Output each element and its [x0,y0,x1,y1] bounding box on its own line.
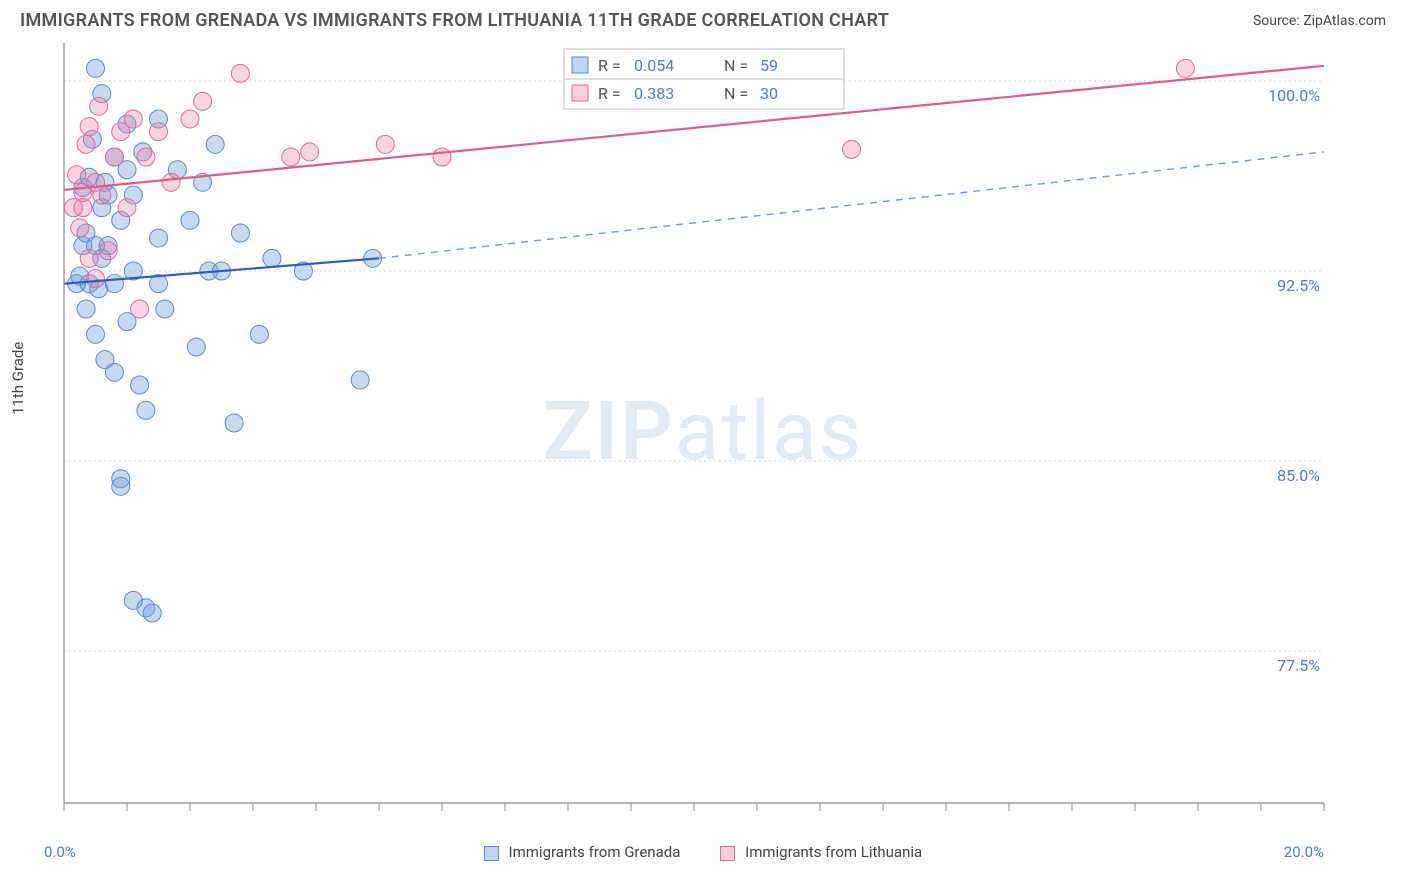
svg-text:77.5%: 77.5% [1277,656,1320,675]
legend-bottom: 0.0% Immigrants from Grenada Immigrants … [0,843,1406,861]
svg-text:0.054: 0.054 [634,56,674,75]
source-label: Source: [1253,13,1300,29]
svg-text:N =: N = [724,56,748,75]
svg-text:0.383: 0.383 [634,84,674,103]
svg-text:59: 59 [760,56,778,75]
legend-swatch-grenada [484,846,499,861]
svg-text:85.0%: 85.0% [1277,466,1320,485]
svg-text:R =: R = [598,56,621,75]
chart-area: 11th Grade ZIPatlas 77.5%85.0%92.5%100.0… [20,37,1386,837]
legend-item-lithuania: Immigrants from Lithuania [720,843,922,861]
legend-item-grenada: Immigrants from Grenada [484,843,681,861]
legend-label-lithuania: Immigrants from Lithuania [745,843,922,861]
svg-text:R =: R = [598,84,621,103]
legend-label-grenada: Immigrants from Grenada [509,843,681,861]
svg-text:92.5%: 92.5% [1277,276,1320,295]
x-axis-min: 0.0% [44,843,76,861]
legend-swatch-lithuania [720,846,735,861]
y-axis-label: 11th Grade [9,342,27,415]
svg-text:N =: N = [724,84,748,103]
svg-text:30: 30 [760,84,778,103]
chart-header: IMMIGRANTS FROM GRENADA VS IMMIGRANTS FR… [0,0,1406,37]
chart-title: IMMIGRANTS FROM GRENADA VS IMMIGRANTS FR… [20,10,889,31]
chart-source: Source: ZipAtlas.com [1253,13,1386,29]
svg-text:100.0%: 100.0% [1268,86,1320,105]
scatter-chart: 77.5% 85.0% 92.5% 100.0% R = 0.054 N = 59 R = 0.3… [20,37,1386,837]
x-axis-max: 20.0% [1284,843,1324,861]
source-value: ZipAtlas.com [1303,13,1386,29]
